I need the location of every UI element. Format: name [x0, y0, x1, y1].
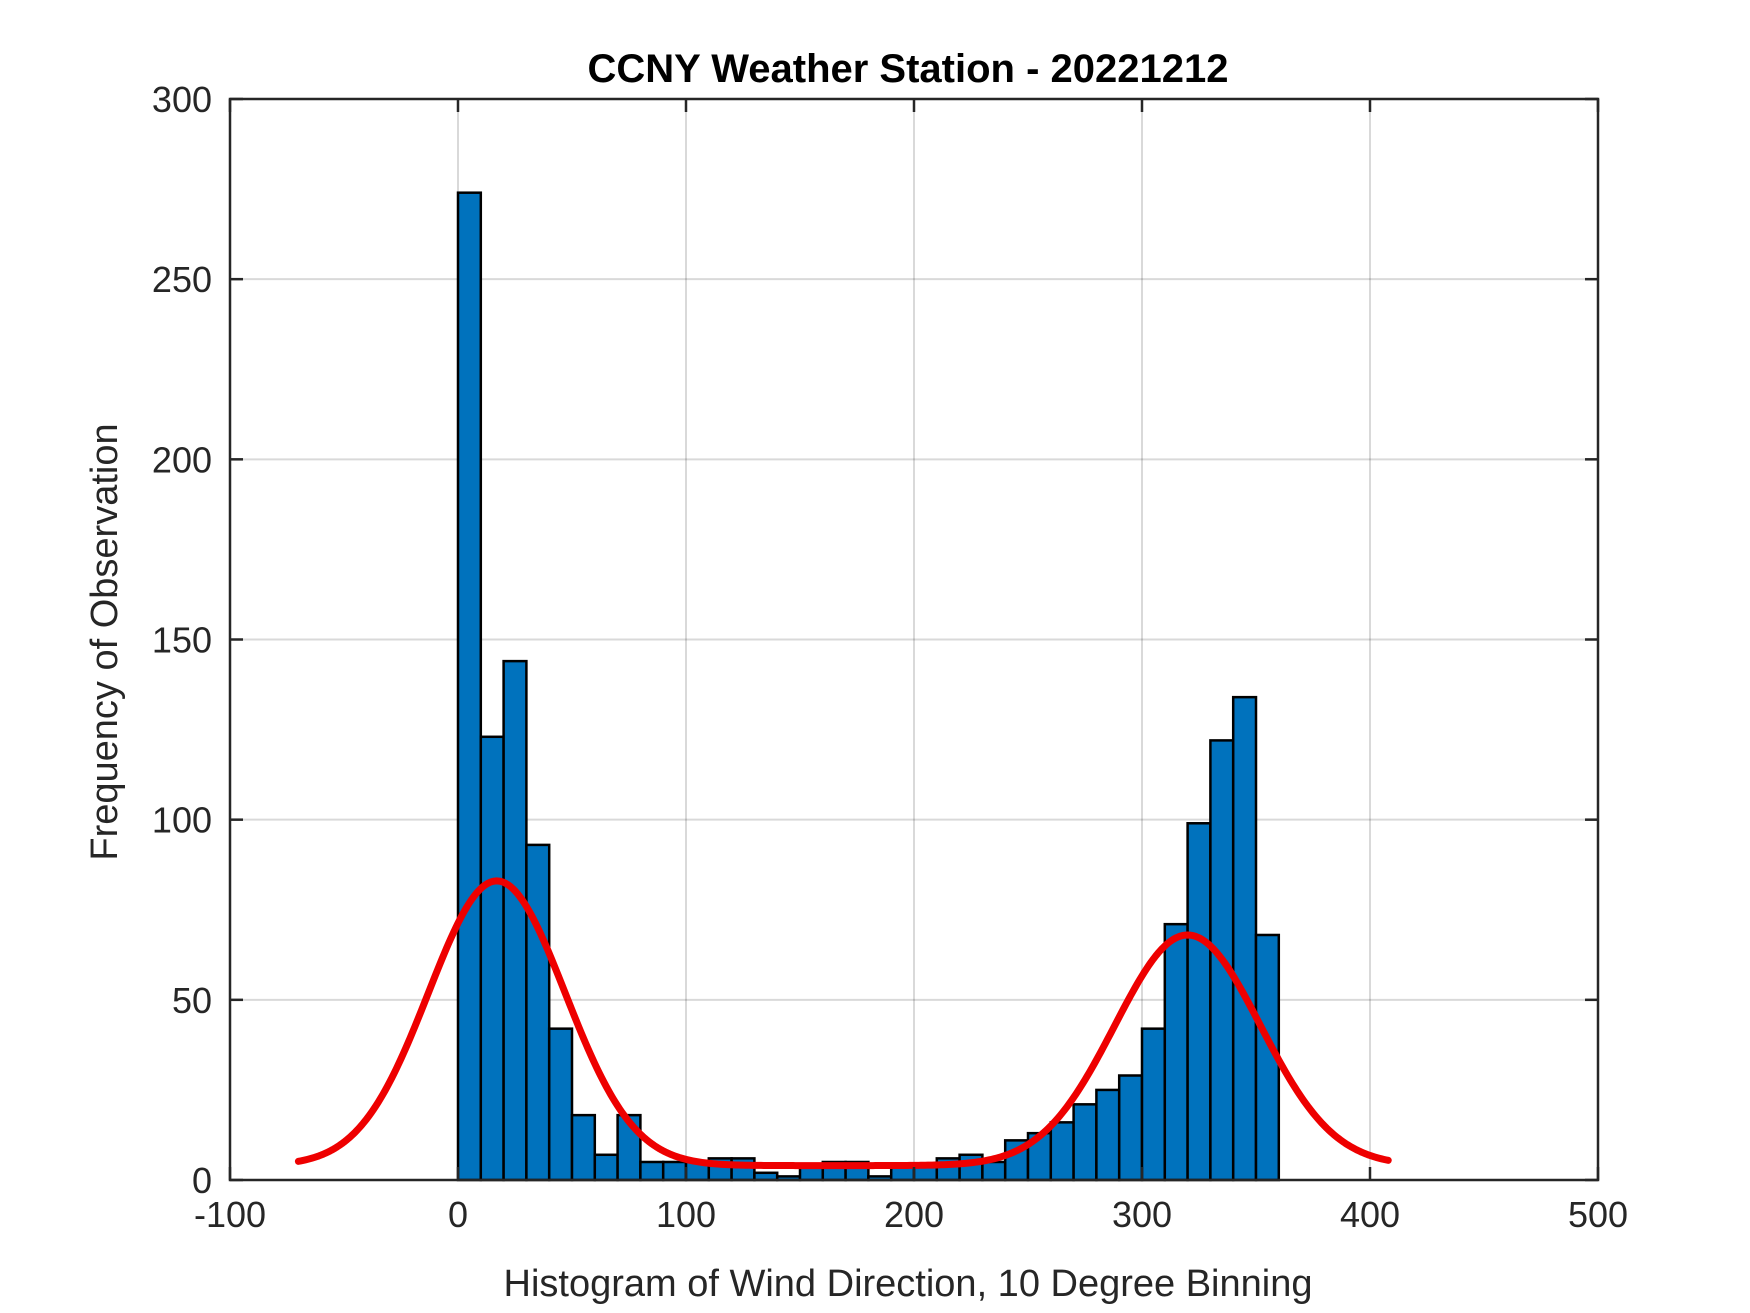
y-tick-labels: 0 50 100 150 200 250 300	[152, 79, 212, 1201]
x-tick-label: 200	[884, 1194, 944, 1235]
y-tick-label: 50	[172, 980, 212, 1021]
y-tick-label: 150	[152, 620, 212, 661]
y-axis-label: Frequency of Observation	[84, 423, 126, 860]
x-tick-label: 400	[1340, 1194, 1400, 1235]
histogram-bar	[1163, 922, 1189, 1182]
histogram-bar	[502, 659, 528, 1182]
chart-title: CCNY Weather Station - 20221212	[588, 47, 1229, 91]
y-tick-label: 0	[192, 1160, 212, 1201]
y-tick-label: 100	[152, 800, 212, 841]
histogram-bar	[456, 191, 483, 1182]
histogram-bar	[1117, 1074, 1144, 1182]
x-tick-label: 500	[1568, 1194, 1628, 1235]
y-tick-label: 300	[152, 79, 212, 120]
fit-curve	[294, 877, 1392, 1170]
x-tick-label: 300	[1112, 1194, 1172, 1235]
histogram-bar	[1072, 1103, 1098, 1182]
histogram-bar	[1049, 1121, 1075, 1182]
x-tick-labels: -100 0 100 200 300 400 500	[194, 1194, 1628, 1235]
histogram-bar	[547, 1027, 574, 1182]
histogram-bar	[525, 843, 551, 1182]
histogram-bar	[1231, 695, 1258, 1182]
histogram-bar	[1140, 1027, 1167, 1182]
x-axis-label: Histogram of Wind Direction, 10 Degree B…	[504, 1263, 1313, 1305]
histogram-bar	[593, 1153, 619, 1182]
histogram-bar	[981, 1160, 1007, 1182]
histogram-bar	[570, 1113, 597, 1182]
histogram-bar	[1095, 1088, 1121, 1182]
histogram-bar	[479, 735, 505, 1182]
histogram-bar	[639, 1160, 665, 1182]
x-tick-label: 100	[656, 1194, 716, 1235]
y-tick-label: 250	[152, 259, 212, 300]
histogram-bar	[1186, 822, 1212, 1182]
y-tick-label: 200	[152, 439, 212, 480]
histogram-bar	[661, 1160, 688, 1182]
x-tick-label: 0	[448, 1194, 468, 1235]
axis-ticks	[228, 97, 1600, 1182]
x-tick-label: -100	[194, 1194, 266, 1235]
